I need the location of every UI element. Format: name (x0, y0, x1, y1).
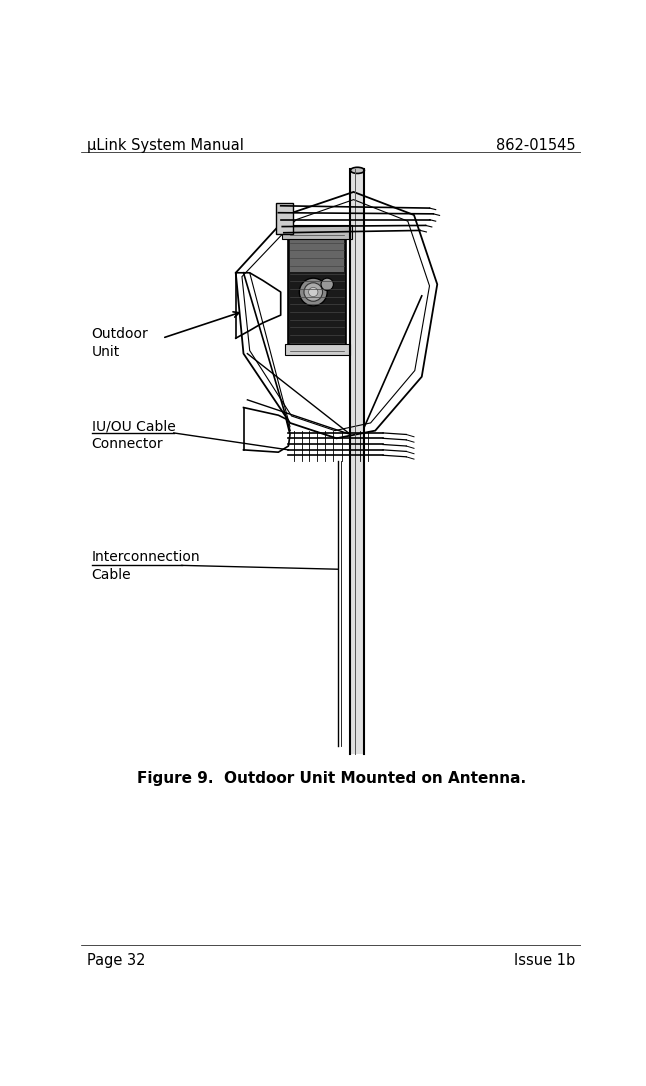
Bar (276, 203, 293, 235)
Circle shape (309, 288, 318, 296)
Text: μLink System Manual: μLink System Manual (87, 138, 244, 153)
Ellipse shape (350, 167, 364, 174)
Text: Outdoor
Unit: Outdoor Unit (92, 327, 149, 359)
Circle shape (304, 282, 322, 301)
Bar (350, 168, 364, 754)
Text: Interconnection
Cable: Interconnection Cable (92, 550, 200, 582)
Text: Figure 9.  Outdoor Unit Mounted on Antenna.: Figure 9. Outdoor Unit Mounted on Antenn… (136, 771, 526, 786)
Text: Issue 1b: Issue 1b (514, 952, 575, 968)
Text: Page 32: Page 32 (87, 952, 145, 968)
Circle shape (299, 278, 328, 306)
Bar (289, 229, 346, 355)
Text: IU/OU Cable
Connector: IU/OU Cable Connector (92, 419, 175, 452)
Circle shape (321, 278, 333, 290)
Text: 862-01545: 862-01545 (495, 138, 575, 153)
Bar (282, 225, 352, 239)
Bar (285, 343, 349, 355)
Bar (290, 230, 344, 272)
